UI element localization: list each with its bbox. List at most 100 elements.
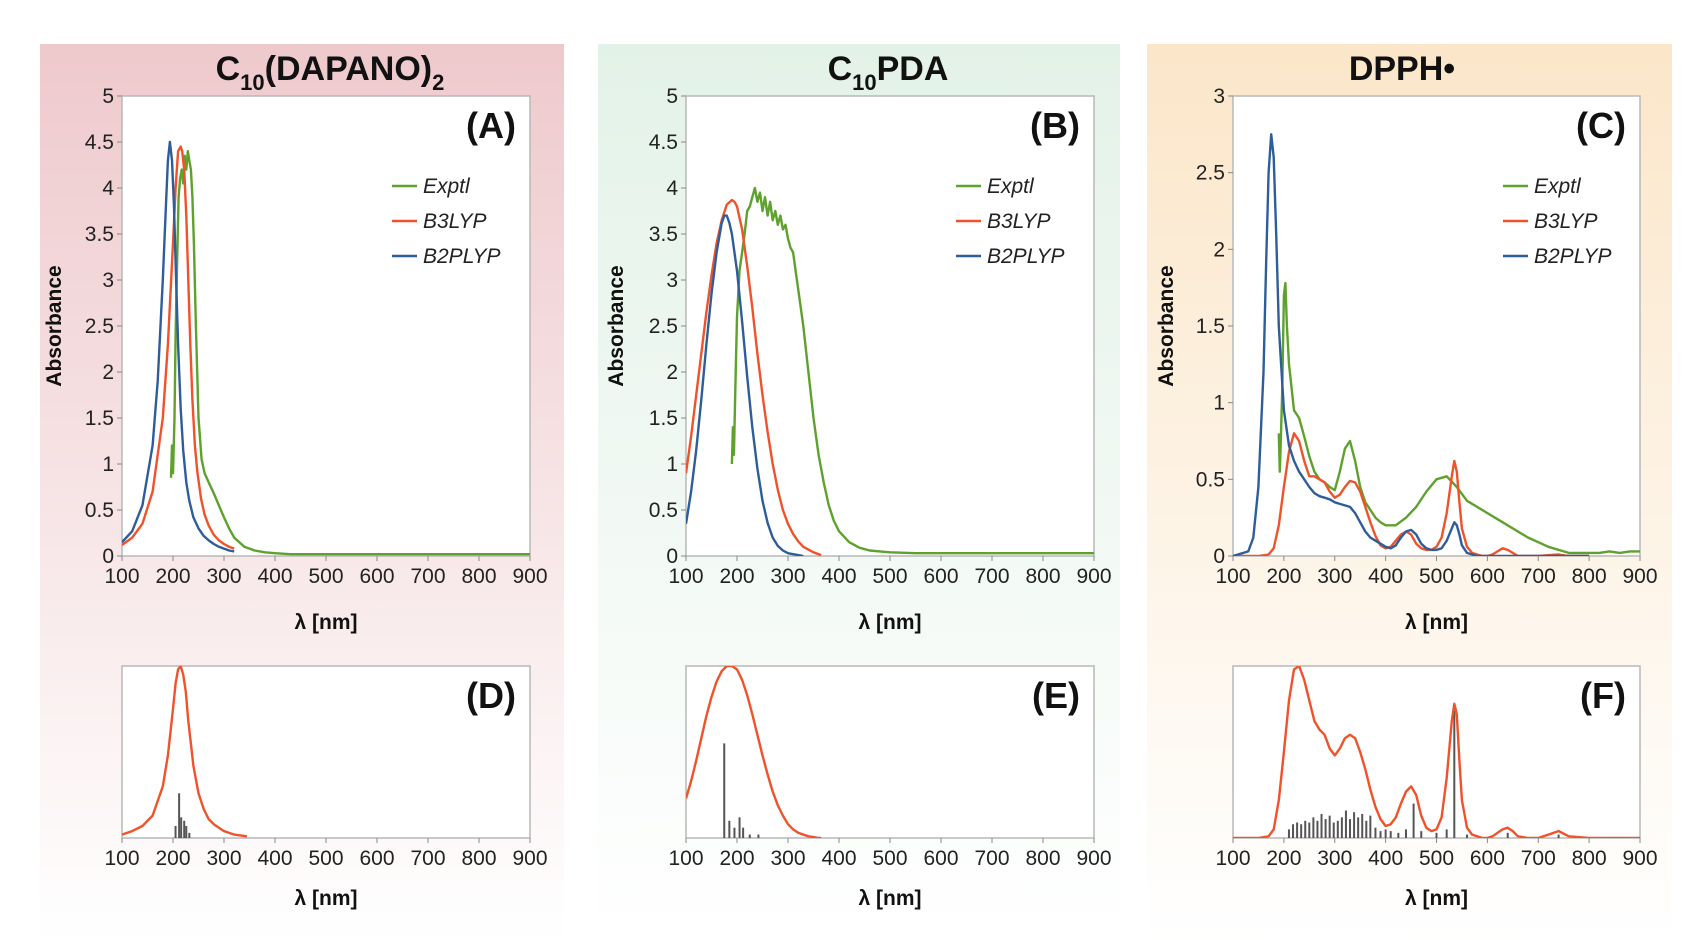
panel-label: (F) bbox=[1580, 675, 1626, 716]
x-axis-title: λ [nm] bbox=[295, 887, 358, 910]
y-tick-label: 0 bbox=[102, 545, 114, 568]
x-tick-label: 400 bbox=[1368, 847, 1403, 870]
x-tick-label: 500 bbox=[872, 565, 907, 588]
title-b-sub1: 10 bbox=[852, 70, 876, 95]
series-line-b3lyp bbox=[686, 198, 822, 556]
x-tick-label: 300 bbox=[206, 847, 241, 870]
legend-label-b3lyp: B3LYP bbox=[423, 210, 486, 233]
plot-frame bbox=[1232, 665, 1641, 839]
chart-panel-f: 100 200 300 400 500 600 700 800 900 λ [nm] (F) bbox=[1215, 665, 1658, 910]
x-tick-label: 800 bbox=[1572, 847, 1607, 870]
series-line-b3lyp bbox=[122, 666, 248, 838]
x-tick-label: 600 bbox=[1470, 847, 1505, 870]
x-tick-label: 600 bbox=[923, 847, 958, 870]
y-tick-label: 3.5 bbox=[649, 223, 678, 246]
y-tick-label: 5 bbox=[666, 85, 678, 108]
x-tick-label: 900 bbox=[1622, 847, 1657, 870]
x-tick-label: 900 bbox=[1622, 565, 1657, 588]
x-tick-label: 900 bbox=[512, 847, 547, 870]
x-tick-label: 300 bbox=[206, 565, 241, 588]
column-title-a: C10(DAPANO)2 bbox=[216, 50, 445, 95]
y-tick-label: 2.5 bbox=[649, 315, 678, 338]
x-tick-label: 700 bbox=[1521, 565, 1556, 588]
panel-label: (A) bbox=[466, 105, 516, 146]
x-tick-label: 800 bbox=[1572, 565, 1607, 588]
legend-label-exptl: Exptl bbox=[987, 175, 1035, 198]
x-tick-label: 600 bbox=[1470, 565, 1505, 588]
y-tick-label: 1 bbox=[102, 453, 114, 476]
y-tick-label: 4.5 bbox=[85, 131, 114, 154]
y-tick-label: 2 bbox=[102, 361, 114, 384]
y-tick-label: 2.5 bbox=[1196, 162, 1225, 185]
y-tick-label: 0.5 bbox=[649, 499, 678, 522]
x-tick-label: 900 bbox=[512, 565, 547, 588]
legend-label-b2plyp: B2PLYP bbox=[1534, 245, 1611, 268]
series-line-b2plyp bbox=[1233, 133, 1590, 556]
title-c-part1: DPPH• bbox=[1349, 50, 1455, 88]
y-axis-title: Absorbance bbox=[605, 265, 628, 386]
x-tick-label: 300 bbox=[770, 565, 805, 588]
title-a-part1: C bbox=[216, 50, 241, 88]
series-line-b2plyp bbox=[686, 214, 804, 556]
x-tick-label: 800 bbox=[461, 565, 496, 588]
column-title-b: C10PDA bbox=[828, 50, 949, 95]
chart-panel-a: 100 200 300 400 500 600 700 800 900 λ [nm] 0 0.5 1 1.… bbox=[43, 85, 548, 634]
x-axis-title: λ [nm] bbox=[1405, 887, 1468, 910]
x-tick-label: 200 bbox=[1266, 565, 1301, 588]
series-line-exptl bbox=[730, 186, 1094, 555]
x-tick-label: 300 bbox=[1317, 565, 1352, 588]
y-tick-label: 2 bbox=[666, 361, 678, 384]
plot-frame bbox=[121, 665, 531, 839]
y-tick-label: 0 bbox=[666, 545, 678, 568]
y-tick-label: 0.5 bbox=[85, 499, 114, 522]
panel-label: (D) bbox=[466, 675, 516, 716]
y-tick-label: 2.5 bbox=[85, 315, 114, 338]
x-tick-label: 200 bbox=[719, 565, 754, 588]
legend-label-exptl: Exptl bbox=[423, 175, 471, 198]
y-tick-label: 5 bbox=[102, 85, 114, 108]
x-tick-label: 700 bbox=[1521, 847, 1556, 870]
series-line-b3lyp bbox=[1233, 666, 1640, 838]
x-tick-label: 200 bbox=[155, 565, 190, 588]
y-tick-label: 1 bbox=[1213, 392, 1225, 415]
x-tick-label: 300 bbox=[1317, 847, 1352, 870]
x-tick-label: 800 bbox=[1025, 847, 1060, 870]
x-tick-label: 400 bbox=[257, 847, 292, 870]
y-tick-label: 4 bbox=[102, 177, 114, 200]
plot-frame bbox=[1232, 95, 1641, 557]
title-b-part2: PDA bbox=[877, 50, 949, 88]
chart-panel-e: 100 200 300 400 500 600 700 800 900 λ [nm] (E) bbox=[668, 665, 1112, 910]
y-tick-label: 4.5 bbox=[649, 131, 678, 154]
y-tick-label: 0.5 bbox=[1196, 468, 1225, 491]
x-tick-label: 600 bbox=[359, 847, 394, 870]
x-axis-title: λ [nm] bbox=[295, 611, 358, 634]
x-tick-label: 900 bbox=[1076, 847, 1111, 870]
x-tick-label: 400 bbox=[821, 565, 856, 588]
x-tick-label: 800 bbox=[1025, 565, 1060, 588]
series-line-b3lyp bbox=[686, 666, 822, 838]
title-a-sub2: 2 bbox=[432, 70, 444, 95]
column-title-c: DPPH• bbox=[1349, 50, 1455, 88]
y-tick-label: 0 bbox=[1213, 545, 1225, 568]
y-tick-label: 4 bbox=[666, 177, 678, 200]
x-tick-label: 200 bbox=[155, 847, 190, 870]
x-tick-label: 600 bbox=[359, 565, 394, 588]
series-line-exptl bbox=[169, 150, 530, 556]
x-axis-title: λ [nm] bbox=[1405, 611, 1468, 634]
y-tick-label: 3 bbox=[666, 269, 678, 292]
x-tick-label: 200 bbox=[1266, 847, 1301, 870]
x-tick-label: 500 bbox=[308, 565, 343, 588]
x-tick-label: 300 bbox=[770, 847, 805, 870]
y-tick-label: 2 bbox=[1213, 238, 1225, 261]
x-tick-label: 700 bbox=[410, 847, 445, 870]
legend-label-exptl: Exptl bbox=[1534, 175, 1582, 198]
series-line-b2plyp bbox=[122, 140, 235, 553]
x-axis-title: λ [nm] bbox=[859, 887, 922, 910]
y-tick-label: 1.5 bbox=[649, 407, 678, 430]
x-tick-label: 400 bbox=[1368, 565, 1403, 588]
plot-frame bbox=[685, 665, 1095, 839]
x-tick-label: 100 bbox=[668, 847, 703, 870]
x-tick-label: 500 bbox=[1419, 847, 1454, 870]
y-tick-label: 1.5 bbox=[85, 407, 114, 430]
